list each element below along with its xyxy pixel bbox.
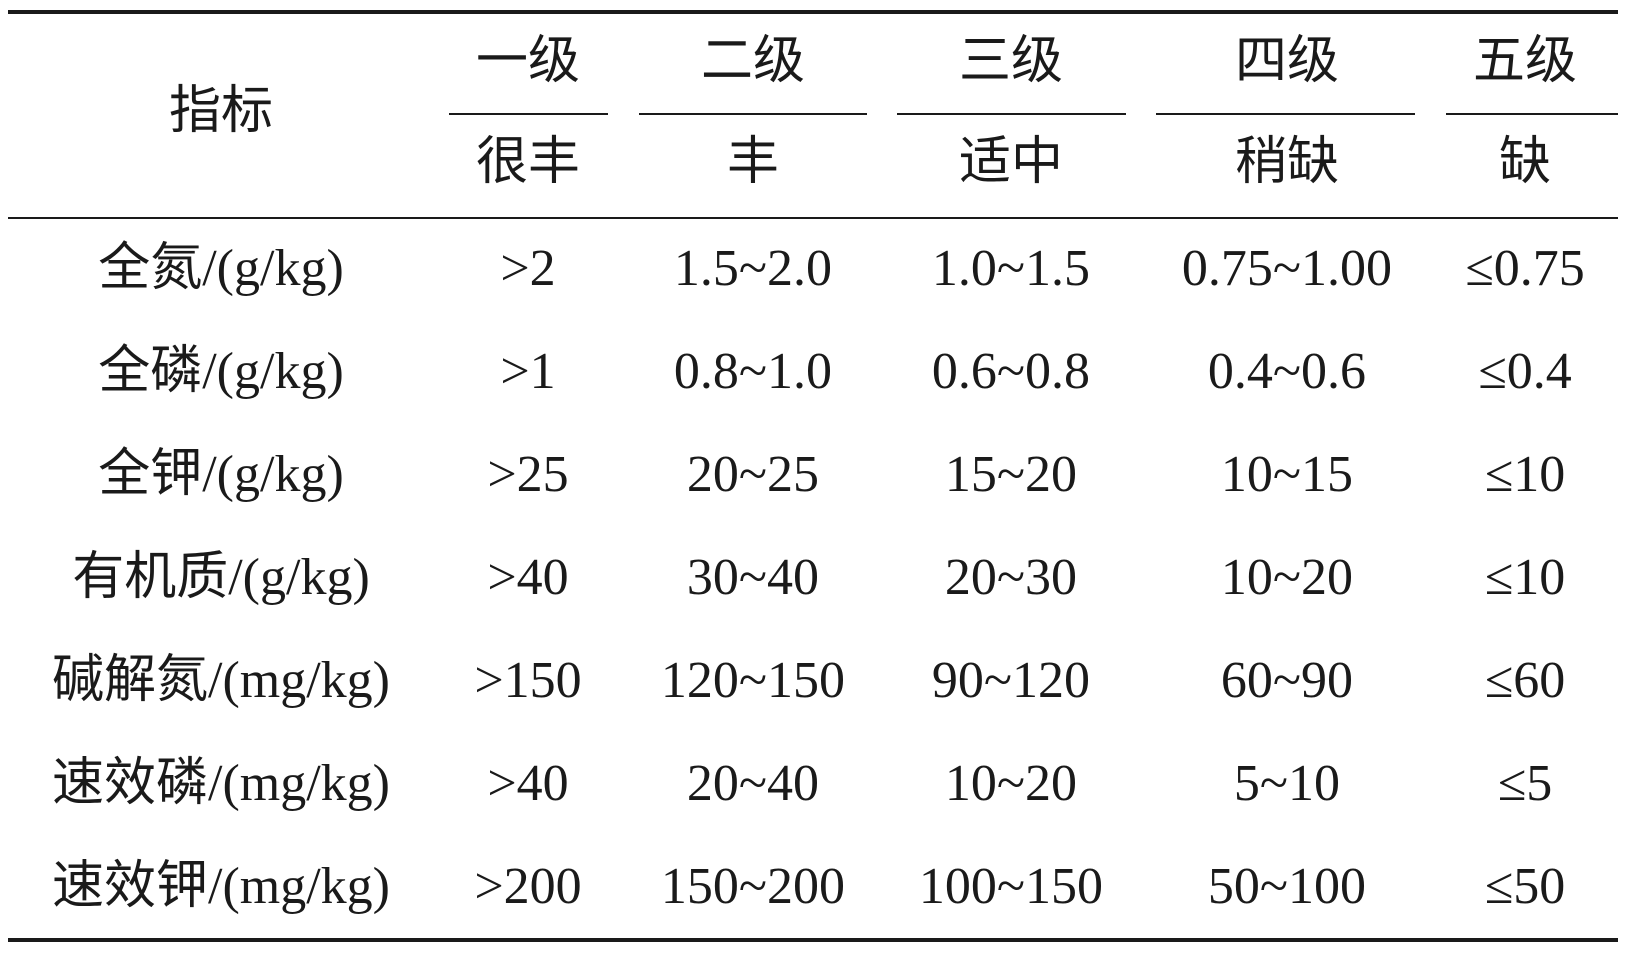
cell: >200 bbox=[474, 858, 581, 915]
cell: 30~40 bbox=[687, 549, 819, 606]
level-header: 五级 bbox=[1473, 33, 1577, 90]
cell: 90~120 bbox=[932, 652, 1090, 709]
cell: 0.4~0.6 bbox=[1208, 343, 1366, 400]
cell: >1 bbox=[500, 343, 555, 400]
cell: 0.8~1.0 bbox=[674, 343, 832, 400]
cell: 150~200 bbox=[661, 858, 845, 915]
cell: ≤0.75 bbox=[1465, 240, 1585, 297]
cell: 20~30 bbox=[945, 549, 1077, 606]
level-header: 二级 bbox=[701, 33, 805, 90]
level-description: 很丰 bbox=[476, 134, 580, 191]
row-label: 全氮/(g/kg) bbox=[98, 240, 344, 297]
cell: >150 bbox=[474, 652, 581, 709]
level-description: 稍缺 bbox=[1235, 134, 1339, 191]
cell: ≤10 bbox=[1485, 549, 1566, 606]
level-description: 缺 bbox=[1499, 134, 1551, 191]
level-header: 三级 bbox=[959, 33, 1063, 90]
cell: >40 bbox=[487, 549, 568, 606]
cell: 50~100 bbox=[1208, 858, 1366, 915]
cell: ≤60 bbox=[1485, 652, 1566, 709]
level-description: 丰 bbox=[727, 134, 779, 191]
level-header: 一级 bbox=[476, 33, 580, 90]
level-header: 四级 bbox=[1235, 33, 1339, 90]
cell: 1.5~2.0 bbox=[674, 240, 832, 297]
cell: 0.6~0.8 bbox=[932, 343, 1090, 400]
cell: 10~20 bbox=[1221, 549, 1353, 606]
cell: 0.75~1.00 bbox=[1182, 240, 1392, 297]
cell: 20~40 bbox=[687, 755, 819, 812]
cell: 10~15 bbox=[1221, 446, 1353, 503]
row-label: 碱解氮/(mg/kg) bbox=[52, 652, 390, 709]
cell: >40 bbox=[487, 755, 568, 812]
cell: >25 bbox=[487, 446, 568, 503]
row-label: 速效钾/(mg/kg) bbox=[52, 858, 390, 915]
cell: 15~20 bbox=[945, 446, 1077, 503]
cell: 1.0~1.5 bbox=[932, 240, 1090, 297]
cell: ≤0.4 bbox=[1478, 343, 1572, 400]
cell: 120~150 bbox=[661, 652, 845, 709]
cell: 60~90 bbox=[1221, 652, 1353, 709]
row-label: 全钾/(g/kg) bbox=[98, 446, 344, 503]
row-label: 有机质/(g/kg) bbox=[72, 549, 370, 606]
cell: ≤50 bbox=[1485, 858, 1566, 915]
row-label: 全磷/(g/kg) bbox=[98, 343, 344, 400]
cell: 20~25 bbox=[687, 446, 819, 503]
cell: >2 bbox=[500, 240, 555, 297]
cell: 100~150 bbox=[919, 858, 1103, 915]
corner-header: 指标 bbox=[169, 83, 273, 140]
cell: 5~10 bbox=[1234, 755, 1340, 812]
cell: ≤10 bbox=[1485, 446, 1566, 503]
cell: ≤5 bbox=[1498, 755, 1553, 812]
level-description: 适中 bbox=[959, 134, 1063, 191]
row-label: 速效磷/(mg/kg) bbox=[52, 755, 390, 812]
cell: 10~20 bbox=[945, 755, 1077, 812]
